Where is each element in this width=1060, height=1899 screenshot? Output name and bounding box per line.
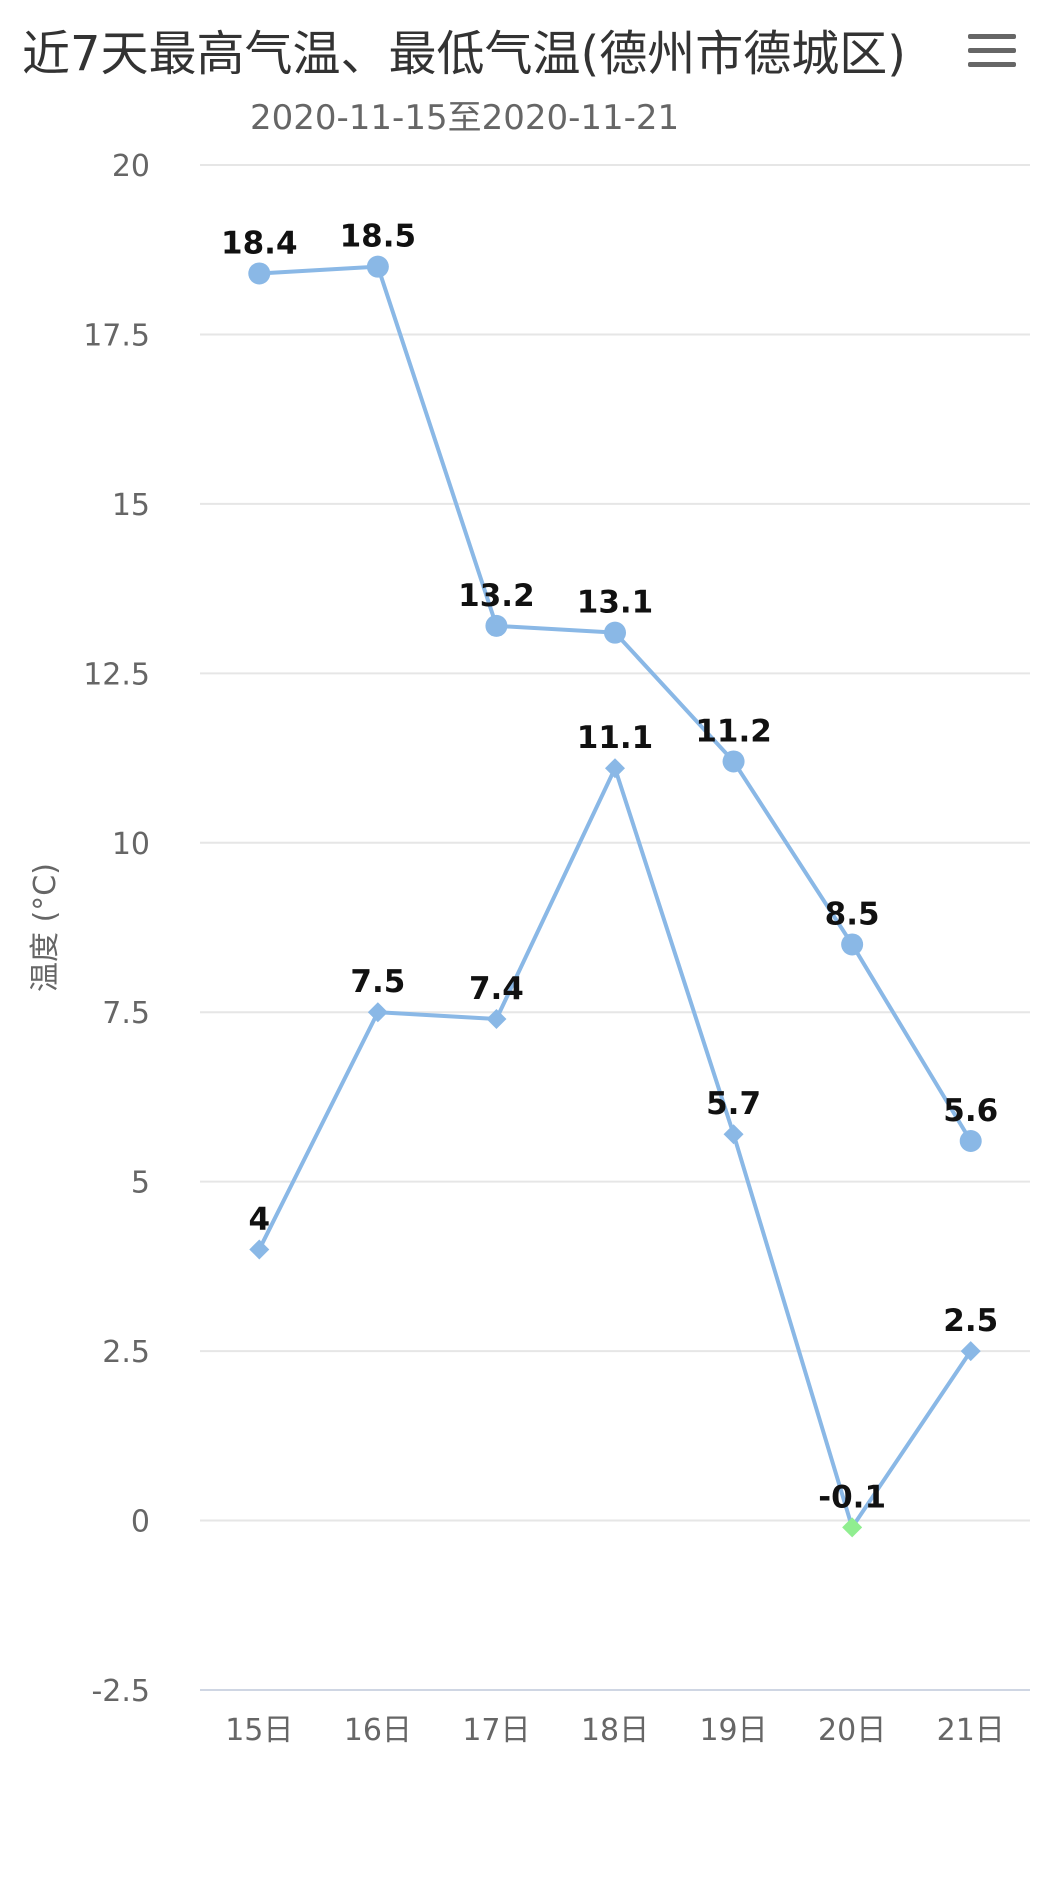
x-tick-label: 18日	[581, 1713, 649, 1748]
data-point	[841, 933, 864, 956]
chart-title: 近7天最高气温、最低气温(德州市德城区)	[22, 26, 906, 82]
data-label: 7.5	[350, 964, 405, 1000]
data-point	[605, 758, 625, 779]
data-point	[959, 1130, 982, 1152]
data-label: 7.4	[469, 971, 524, 1007]
data-label: 13.2	[458, 578, 535, 614]
data-point	[367, 1002, 388, 1023]
data-label: 13.1	[577, 585, 654, 621]
y-axis-label: 温度 (°C)	[28, 863, 63, 992]
y-tick-label: -2.5	[91, 1674, 150, 1709]
y-tick-label: 15	[112, 488, 150, 523]
menu-icon[interactable]	[968, 34, 1016, 70]
series-line-2	[257, 766, 973, 1530]
y-tick-label: 12.5	[83, 657, 150, 692]
y-tick-label: 5	[131, 1166, 150, 1201]
data-point	[842, 1517, 863, 1538]
data-point	[723, 1124, 744, 1145]
data-label: 5.7	[706, 1086, 761, 1122]
data-point	[249, 1239, 270, 1260]
data-point	[485, 614, 508, 637]
y-tick-label: 0	[131, 1505, 150, 1540]
data-label: 5.6	[943, 1093, 998, 1129]
data-label: 4	[248, 1201, 270, 1237]
x-tick-label: 21日	[937, 1713, 1005, 1748]
data-label: 2.5	[943, 1303, 998, 1339]
data-point	[486, 1009, 507, 1029]
y-tick-label: 10	[112, 827, 150, 862]
data-point	[248, 262, 271, 285]
x-tick-label: 16日	[344, 1713, 412, 1748]
grid-lines	[200, 164, 1030, 1691]
series-points	[248, 255, 982, 1538]
data-labels: 18.4 18.5 13.2 13.1 11.2 8.5 5.6 4 7.5 7.4 11.1 5.7…	[221, 219, 998, 1516]
data-point	[722, 750, 745, 773]
y-tick-label: 2.5	[102, 1335, 150, 1370]
data-point	[604, 621, 626, 644]
data-point	[960, 1341, 981, 1362]
series-line-1	[259, 264, 973, 1143]
x-tick-label: 20日	[818, 1713, 886, 1748]
y-tick-label: 17.5	[83, 318, 150, 353]
data-point	[366, 255, 389, 278]
x-tick-label: 19日	[699, 1713, 767, 1748]
data-label: 18.5	[340, 219, 417, 255]
y-tick-label: 7.5	[102, 996, 150, 1031]
data-label: 11.1	[577, 720, 654, 756]
x-tick-label: 17日	[462, 1713, 530, 1748]
x-tick-label: 15日	[225, 1713, 293, 1748]
y-tick-labels: -2.5 0 2.5 5 7.5 10 12.5 15 17.5 20	[83, 149, 150, 1709]
data-label: -0.1	[818, 1479, 886, 1515]
data-label: 8.5	[825, 896, 880, 932]
data-label: 11.2	[695, 713, 772, 749]
data-label: 18.4	[221, 225, 298, 261]
y-tick-label: 20	[112, 149, 150, 184]
chart-subtitle: 2020-11-15至2020-11-21	[250, 98, 680, 138]
x-tick-labels: 15日 16日 17日 18日 19日 20日 21日	[225, 1713, 1005, 1748]
